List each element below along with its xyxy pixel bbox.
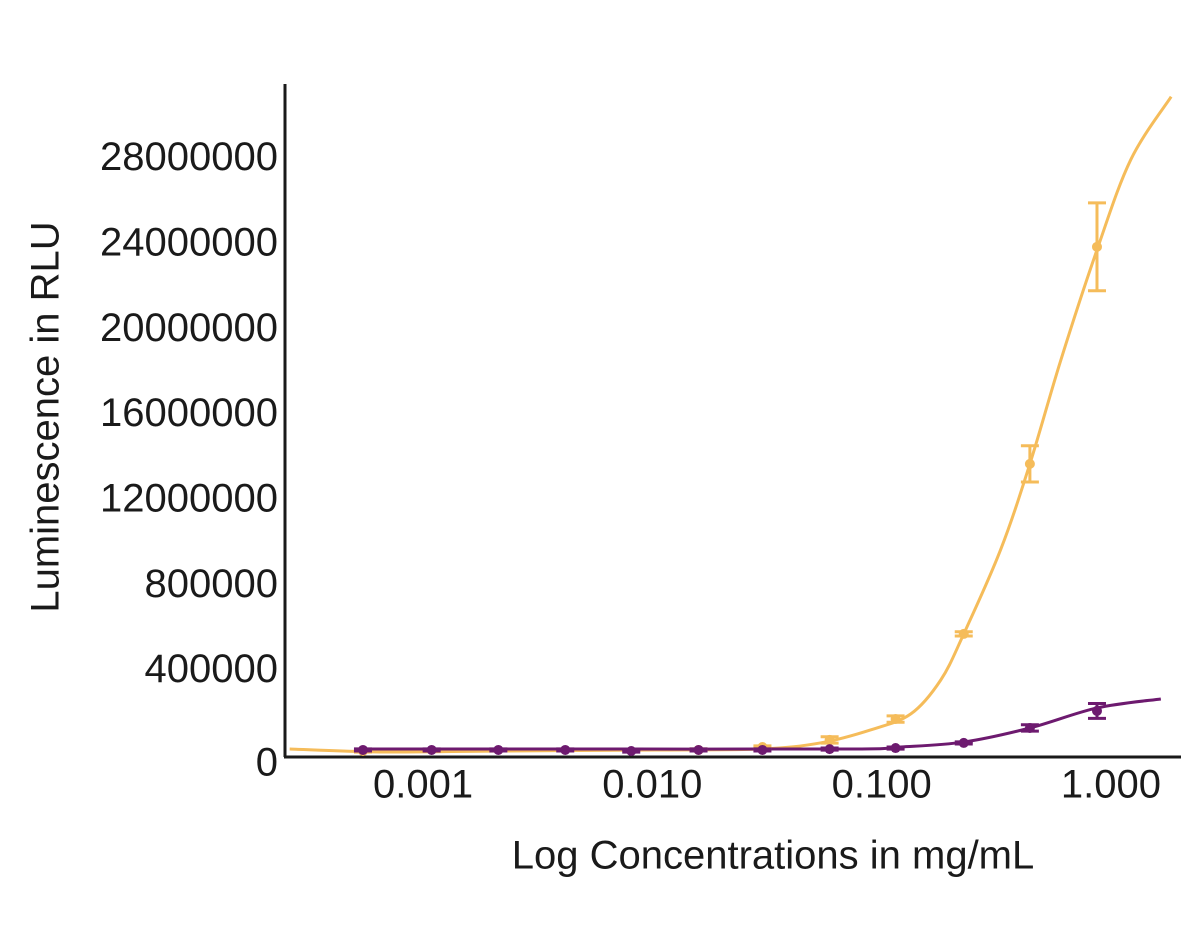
- data-point: [626, 746, 637, 757]
- x-tick-label: 1.000: [1061, 763, 1161, 807]
- data-point: [890, 743, 901, 754]
- y-tick-label: 20000000: [100, 306, 278, 350]
- y-tick-label: 0: [256, 741, 278, 785]
- data-point: [958, 737, 969, 748]
- y-tick-label: 24000000: [100, 221, 278, 265]
- data-point: [693, 744, 704, 755]
- y-tick-label: 28000000: [100, 135, 278, 179]
- x-tick-label: 0.100: [832, 763, 932, 807]
- data-point: [1024, 458, 1035, 469]
- data-point: [757, 744, 768, 755]
- y-tick-label: 16000000: [100, 391, 278, 435]
- x-tick-label: 0.010: [602, 763, 702, 807]
- data-point: [958, 628, 969, 639]
- data-point: [824, 734, 835, 745]
- y-tick-label: 800000: [145, 562, 278, 606]
- y-tick-label: 400000: [145, 647, 278, 691]
- data-point: [426, 744, 437, 755]
- data-point: [357, 744, 368, 755]
- data-point: [890, 714, 901, 725]
- fit-curve: [289, 95, 1173, 754]
- data-point: [493, 744, 504, 755]
- x-axis-title: Log Concentrations in mg/mL: [512, 834, 1035, 878]
- x-tick-label: 0.001: [373, 763, 473, 807]
- y-axis-title: Luminescence in RLU: [24, 221, 68, 612]
- data-point: [1024, 722, 1035, 733]
- y-tick-label: 12000000: [100, 477, 278, 521]
- fit-curve: [362, 697, 1162, 751]
- data-point: [1091, 705, 1102, 716]
- data-point: [1091, 241, 1102, 252]
- data-point: [824, 744, 835, 755]
- data-point: [560, 744, 571, 755]
